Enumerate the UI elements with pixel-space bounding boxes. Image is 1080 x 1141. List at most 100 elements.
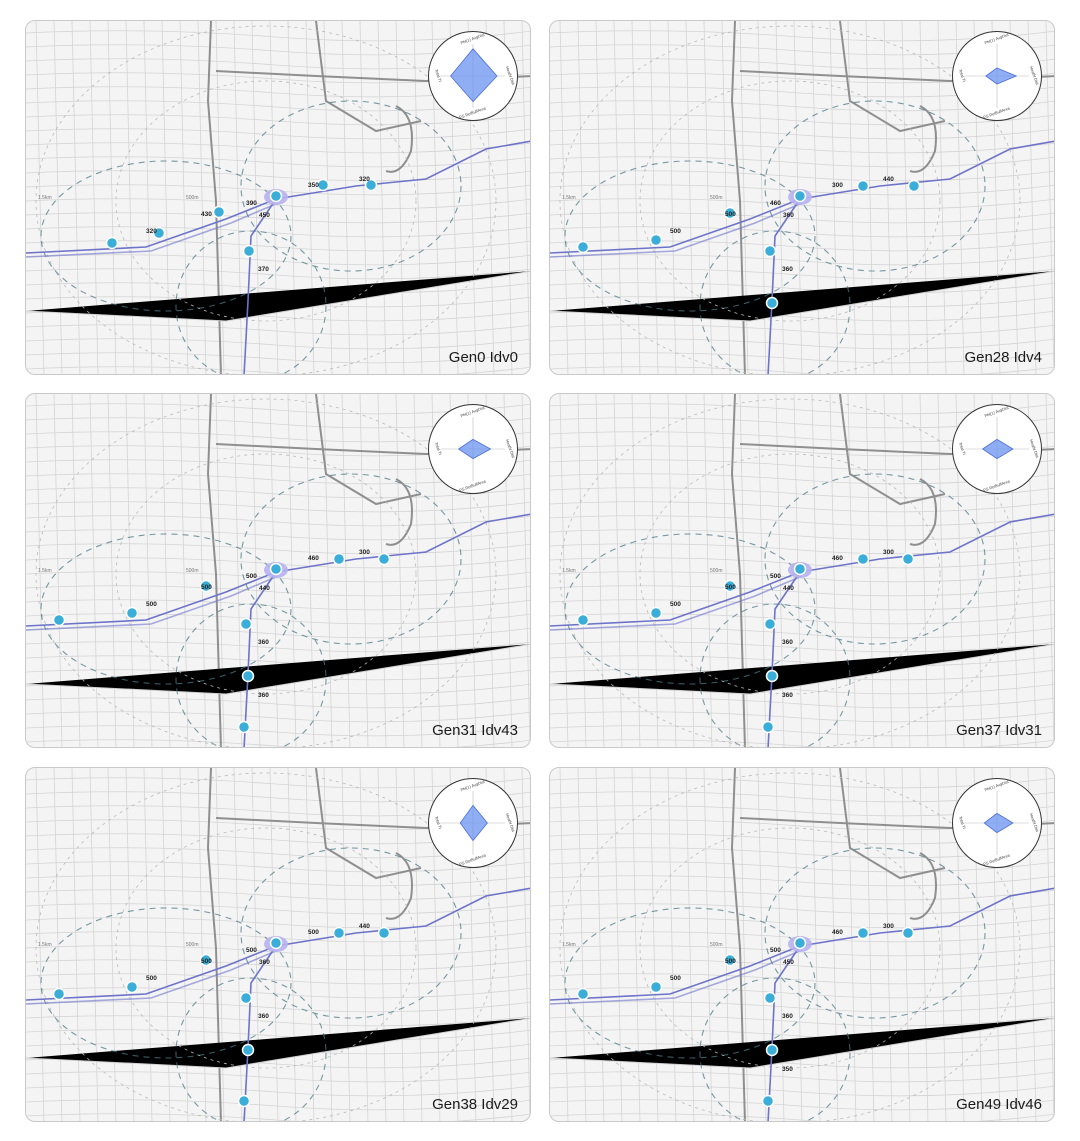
distance-label: 500m <box>186 942 199 948</box>
radar-axis-label: HeatN Dist <box>1029 439 1041 460</box>
radar-axis-label: HeatN Dist <box>505 813 517 834</box>
segment-value: 500 <box>146 601 157 608</box>
radar-axis-label: Total Tt <box>958 69 967 84</box>
station-marker <box>125 980 139 994</box>
segment-value: 300 <box>883 549 894 556</box>
segment-value: 360 <box>782 266 793 273</box>
distance-label: 1.5km <box>38 195 52 201</box>
segment-value: 360 <box>259 959 270 966</box>
station-marker <box>377 926 391 940</box>
station-marker <box>907 179 921 193</box>
distance-label: 1.5km <box>38 942 52 948</box>
segment-value: 460 <box>770 200 781 207</box>
panel-label: Gen49 Idv46 <box>956 1096 1042 1113</box>
panel-label: Gen31 Idv43 <box>432 722 518 739</box>
map-panel: 500 500 500 460 300 440 360 360 1.5km 500m Pbl(1) … <box>549 393 1055 748</box>
radar-axis-label: HeatN Dist <box>1029 66 1041 87</box>
radar-axis-label: HeatN Dist <box>1029 813 1041 834</box>
station-marker <box>364 178 378 192</box>
segment-value: 500 <box>725 584 736 591</box>
distance-label: 1.5km <box>562 195 576 201</box>
segment-value: 440 <box>259 585 270 592</box>
segment-value: 360 <box>258 692 269 699</box>
station-marker <box>901 552 915 566</box>
radar-axis-label: Pbl(1) AvgDist <box>460 405 486 418</box>
radar-polygon <box>450 48 498 103</box>
segment-value: 300 <box>359 549 370 556</box>
station-marker <box>269 936 283 950</box>
segment-value: 450 <box>259 212 270 219</box>
segment-value: 500 <box>201 584 212 591</box>
radar-axis-label: HeatN Dist <box>505 66 517 87</box>
distance-label: 1.5km <box>38 568 52 574</box>
segment-value: 500 <box>770 947 781 954</box>
station-marker <box>377 552 391 566</box>
map-panel: 500 500 500 460 300 450 360 350 1.5km 500m Pbl(1) … <box>549 767 1055 1122</box>
station-marker <box>316 178 330 192</box>
station-marker <box>901 926 915 940</box>
station-marker <box>332 926 346 940</box>
distance-label: 500m <box>186 195 199 201</box>
radar-chart-badge: Pbl(1) AvgDist HeatN Dist PS RelBuffArea To… <box>428 778 518 868</box>
segment-value: 440 <box>783 585 794 592</box>
station-marker <box>763 991 777 1005</box>
station-marker <box>856 926 870 940</box>
station-marker <box>793 936 807 950</box>
map-canvas: 500 500 500 500 440 360 360 1.5km 500m <box>26 768 530 1121</box>
segment-value: 460 <box>308 555 319 562</box>
panel-label: Gen38 Idv29 <box>432 1096 518 1113</box>
segment-value: 500 <box>670 975 681 982</box>
segment-value: 500 <box>146 975 157 982</box>
segment-value: 360 <box>258 1013 269 1020</box>
station-marker <box>212 205 226 219</box>
map-panel: 500 500 500 500 440 360 360 1.5km 500m Pbl(1) Avg… <box>25 767 531 1122</box>
segment-value: 360 <box>258 639 269 646</box>
segment-value: 500 <box>246 947 257 954</box>
segment-value: 300 <box>832 182 843 189</box>
station-marker <box>723 953 737 967</box>
segment-value: 350 <box>308 182 319 189</box>
segment-value: 500 <box>770 573 781 580</box>
station-marker <box>152 226 166 240</box>
map-panel: 320 430 390 350 320 450 370 1.5km 500m Pbl(1) Avg… <box>25 20 531 375</box>
radar-axis-label: Pbl(1) AvgDist <box>460 32 486 45</box>
panel-label: Gen0 Idv0 <box>448 349 518 366</box>
segment-value: 500 <box>308 929 319 936</box>
radar-axis-label: Pbl(1) AvgDist <box>984 405 1010 418</box>
segment-value: 350 <box>782 1066 793 1073</box>
segment-value: 360 <box>782 639 793 646</box>
station-marker <box>125 606 139 620</box>
station-marker <box>856 552 870 566</box>
radar-axis-label: Total Tt <box>958 816 967 831</box>
radar-polygon <box>983 812 1014 834</box>
map-panel: 500 500 460 300 440 360 360 1.5km 500m Pbl(1) Avg… <box>549 20 1055 375</box>
radar-axis-label: HeatN Dist <box>505 439 517 460</box>
radar-polygon <box>457 438 492 460</box>
station-marker <box>793 189 807 203</box>
radar-chart-badge: Pbl(1) AvgDist HeatN Dist PS RelBuffArea To… <box>952 778 1042 868</box>
distance-label: 500m <box>710 942 723 948</box>
segment-value: 440 <box>359 923 370 930</box>
station-marker <box>269 189 283 203</box>
station-marker <box>241 669 255 683</box>
segment-value: 500 <box>725 211 736 218</box>
segment-value: 500 <box>246 573 257 580</box>
map-canvas: 500 500 460 300 440 360 360 1.5km 500m <box>550 21 1054 374</box>
station-marker <box>52 613 66 627</box>
radar-axis-label: Pbl(1) AvgDist <box>984 32 1010 45</box>
map-canvas: 500 500 500 460 300 440 360 360 1.5km 500m <box>26 394 530 747</box>
distance-label: 500m <box>710 568 723 574</box>
station-marker <box>332 552 346 566</box>
distance-label: 1.5km <box>562 568 576 574</box>
radar-axis-label: Pbl(1) AvgDist <box>984 779 1010 792</box>
station-marker <box>765 1043 779 1057</box>
station-marker <box>237 1094 251 1108</box>
radar-chart-badge: Pbl(1) AvgDist HeatN Dist PS RelBuffArea To… <box>428 31 518 121</box>
station-marker <box>723 206 737 220</box>
station-marker <box>576 613 590 627</box>
segment-value: 360 <box>782 692 793 699</box>
station-marker <box>723 579 737 593</box>
radar-chart-badge: Pbl(1) AvgDist HeatN Dist PS RelBuffArea To… <box>428 404 518 494</box>
segment-value: 390 <box>246 200 257 207</box>
radar-polygon <box>981 438 1014 460</box>
